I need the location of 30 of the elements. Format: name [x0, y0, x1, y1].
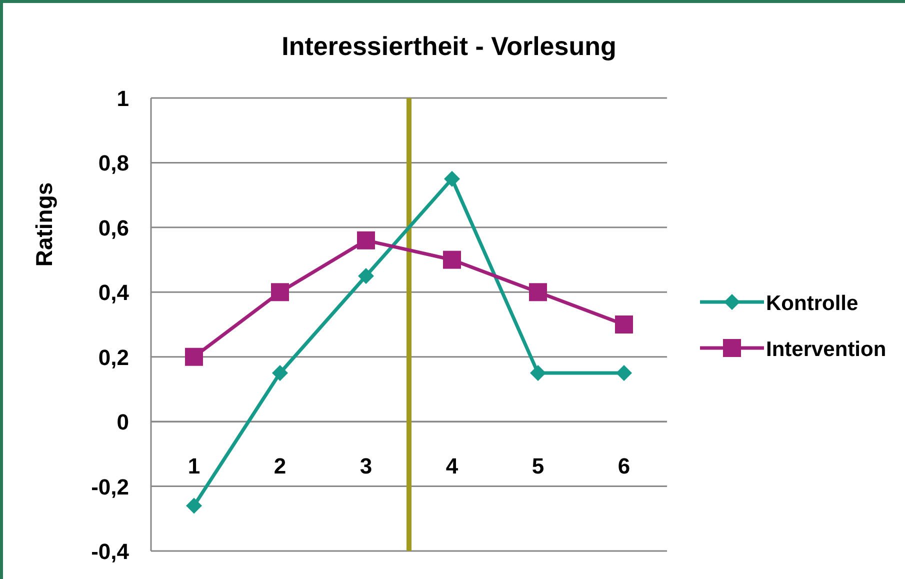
point — [615, 316, 633, 334]
x-tick-label: 1 — [188, 454, 200, 479]
point — [272, 365, 288, 382]
y-tick-label: 0,2 — [98, 344, 129, 370]
point — [186, 498, 202, 514]
point — [616, 365, 632, 382]
point — [357, 231, 375, 250]
point — [358, 268, 374, 284]
y-axis-title: Ratings — [31, 182, 57, 267]
y-tick-label: 0,4 — [98, 280, 130, 306]
point — [271, 283, 289, 302]
y-tick-label: -0,2 — [91, 474, 129, 500]
x-tick-label: 2 — [274, 454, 286, 479]
y-tick-label: -0,4 — [91, 539, 130, 564]
point — [185, 348, 203, 366]
legend-label: Kontrolle — [766, 292, 858, 315]
chart-title: Interessiertheit - Vorlesung — [282, 31, 616, 61]
y-tick-label: 0,8 — [98, 150, 129, 176]
x-tick-label: 5 — [532, 454, 544, 479]
x-tick-label: 6 — [618, 454, 630, 479]
point — [444, 170, 460, 187]
point — [530, 365, 546, 382]
y-tick-label: 0 — [116, 410, 129, 435]
y-tick-label: 0,6 — [98, 215, 129, 240]
y-tick-label: 1 — [116, 86, 129, 111]
point — [529, 283, 547, 302]
legend-label: Intervention — [766, 338, 886, 361]
point — [443, 250, 461, 269]
x-tick-label: 3 — [360, 454, 372, 479]
x-tick-label: 4 — [446, 454, 459, 479]
